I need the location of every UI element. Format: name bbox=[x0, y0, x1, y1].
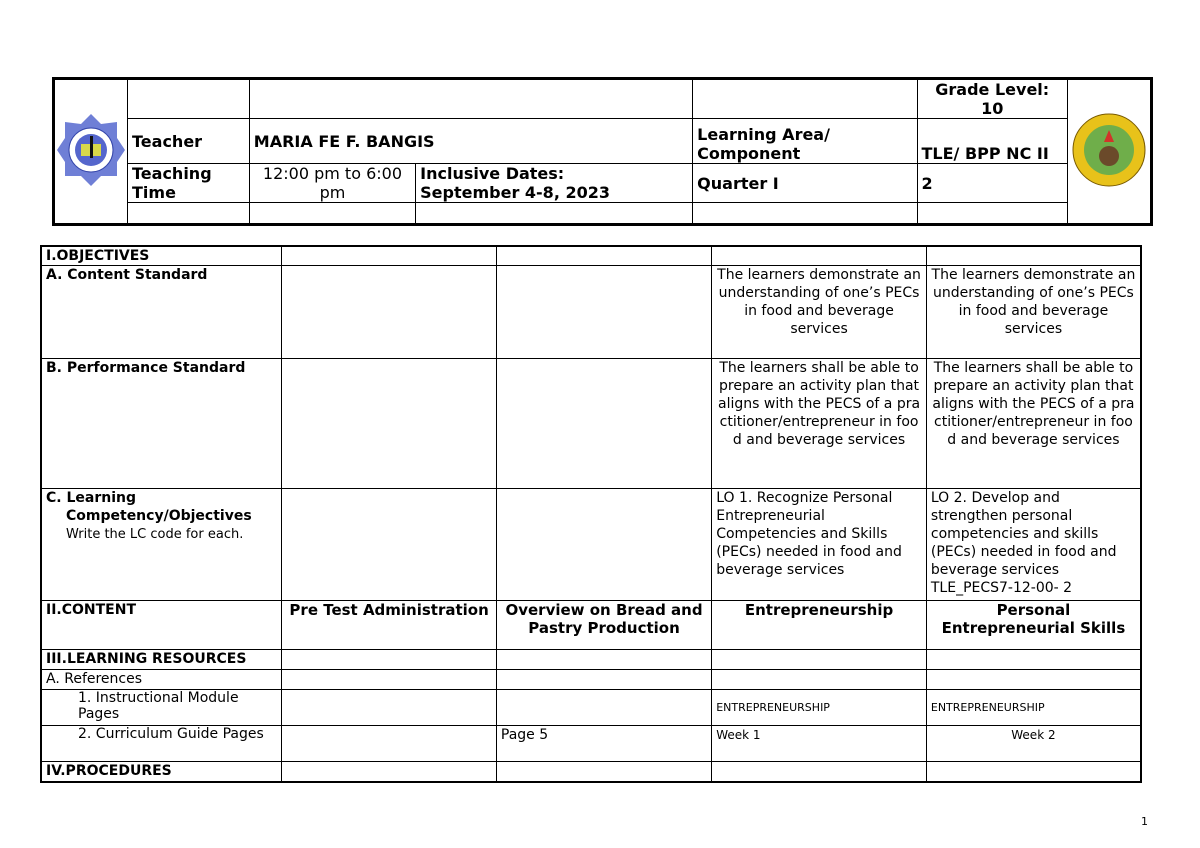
header-table: Grade Level: 10 Teacher MARIA FE F. BANG… bbox=[52, 77, 1153, 226]
performance-standard-label: B. Performance Standard bbox=[40, 358, 283, 489]
teacher-name: MARIA FE F. BANGIS bbox=[248, 118, 694, 164]
inclusive-dates: Inclusive Dates: September 4-8, 2023 bbox=[415, 163, 694, 203]
performance-standard-d5: The learners shall be able to prepare an… bbox=[925, 358, 1142, 489]
quarter-label: Quarter I bbox=[692, 163, 918, 203]
grade-level: Grade Level: 10 bbox=[916, 78, 1068, 119]
module-d4: ENTREPRENEURSHIP bbox=[711, 689, 927, 726]
learning-area: TLE/ BPP NC II bbox=[916, 118, 1068, 164]
teaching-time-label: Teaching Time bbox=[127, 163, 250, 203]
performance-standard-d4: The learners shall be able to prepare an… bbox=[711, 358, 927, 489]
lc-d4: LO 1. Recognize Personal Entrepreneurial… bbox=[711, 488, 927, 601]
school-logo bbox=[53, 78, 128, 225]
deped-logo bbox=[1066, 78, 1153, 225]
content-heading: II.CONTENT bbox=[40, 600, 283, 650]
lc-title: C. Learning bbox=[46, 490, 136, 506]
content-standard-label: A. Content Standard bbox=[40, 265, 283, 359]
quarter-value: 2 bbox=[916, 163, 1068, 203]
module-label: 1. Instructional Module Pages bbox=[40, 689, 283, 726]
learning-area-label: Learning Area/ Component bbox=[692, 118, 918, 164]
guide-d5: Week 2 bbox=[925, 725, 1142, 762]
objectives-heading: I.OBJECTIVES bbox=[40, 245, 283, 266]
references-label: A. References bbox=[40, 669, 283, 690]
resources-heading: III.LEARNING RESOURCES bbox=[40, 649, 283, 670]
page-number: 1 bbox=[1141, 815, 1148, 828]
module-d5: ENTREPRENEURSHIP bbox=[925, 689, 1142, 726]
lc-title-2: Competency/Objectives bbox=[66, 508, 252, 524]
content-d3: Overview on Bread and Pastry Production bbox=[495, 600, 713, 650]
teaching-time: 12:00 pm to 6:00 pm bbox=[248, 163, 417, 203]
guide-label: 2. Curriculum Guide Pages bbox=[40, 725, 283, 762]
learning-competency-label: C. Learning Competency/Objectives Write th… bbox=[40, 488, 283, 601]
content-d5: Personal Entrepreneurial Skills bbox=[925, 600, 1142, 650]
lc-d5: LO 2. Develop and strengthen personal co… bbox=[925, 488, 1142, 601]
content-standard-d5: The learners demonstrate an understandin… bbox=[925, 265, 1142, 359]
content-d4: Entrepreneurship bbox=[711, 600, 927, 650]
dates-value: September 4-8, 2023 bbox=[420, 183, 610, 202]
lesson-plan-table: I.OBJECTIVES A. Content Standard The lea… bbox=[40, 245, 1142, 783]
content-standard-d4: The learners demonstrate an understandin… bbox=[711, 265, 927, 359]
dates-label: Inclusive Dates: bbox=[420, 164, 565, 183]
lc-note: Write the LC code for each. bbox=[66, 527, 244, 542]
content-d2: Pre Test Administration bbox=[281, 600, 497, 650]
guide-d4: Week 1 bbox=[711, 725, 927, 762]
teacher-label: Teacher bbox=[127, 118, 250, 164]
procedures-heading: IV.PROCEDURES bbox=[40, 761, 283, 782]
guide-d3: Page 5 bbox=[495, 725, 713, 762]
